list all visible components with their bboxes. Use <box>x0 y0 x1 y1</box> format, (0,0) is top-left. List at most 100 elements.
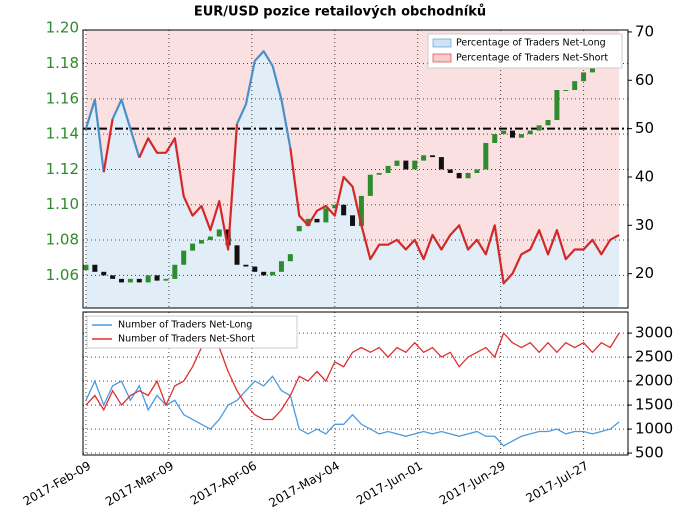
chart-title: EUR/USD pozice retailových obchodníků <box>194 5 486 20</box>
percentage-line <box>84 98 105 173</box>
candle <box>305 218 311 226</box>
y-tick-label: 1.06 <box>46 266 79 284</box>
legend-swatch <box>432 38 452 48</box>
candle <box>110 275 116 279</box>
candle <box>101 271 107 276</box>
count-line <box>85 375 620 447</box>
candle <box>92 264 98 272</box>
candle <box>287 254 293 262</box>
percentage-line <box>102 118 114 173</box>
y-tick-label: 1.08 <box>46 231 79 249</box>
y-tick-label: 1.12 <box>46 160 79 178</box>
y2-tick-label: 70 <box>635 22 654 40</box>
candle <box>376 172 382 175</box>
candle <box>581 72 587 82</box>
candle <box>554 90 560 121</box>
legend-label: Number of Traders Net-Short <box>118 334 255 345</box>
y2-tick-label: 40 <box>635 167 654 185</box>
top-panel <box>83 30 628 308</box>
percentage-line <box>236 50 292 149</box>
y-tick-label: 1500 <box>635 396 673 414</box>
plot-frame <box>82 311 629 456</box>
candle <box>563 90 569 92</box>
candle <box>438 157 444 170</box>
candle <box>270 271 276 276</box>
y2-tick-label: 60 <box>635 71 654 89</box>
legend-box <box>427 33 623 69</box>
legend-label: Percentage of Traders Net-Long <box>456 38 606 49</box>
candle <box>190 243 196 251</box>
y-tick-label: 2500 <box>635 348 673 366</box>
candle <box>119 278 125 283</box>
candle <box>412 160 418 170</box>
candle <box>341 204 347 216</box>
candle <box>518 134 524 138</box>
bottom-panel <box>83 312 628 455</box>
candle <box>447 169 453 173</box>
candle <box>536 125 542 131</box>
candle <box>163 278 169 281</box>
plot-frame <box>82 29 629 309</box>
candle <box>278 261 284 272</box>
candle <box>456 172 462 179</box>
y-tick-label: 1000 <box>635 420 673 438</box>
candle <box>465 172 471 179</box>
y-tick-label: 1.16 <box>46 89 79 107</box>
count-line <box>85 331 620 421</box>
net-short-area <box>85 30 620 284</box>
candle <box>127 278 133 283</box>
candle <box>154 275 160 281</box>
candle <box>421 155 427 161</box>
candle <box>509 130 515 138</box>
y2-tick-label: 20 <box>635 264 654 282</box>
candle <box>261 271 267 276</box>
candle <box>216 229 222 237</box>
y-tick-label: 500 <box>635 444 664 462</box>
legend-box <box>86 315 298 349</box>
candle <box>296 225 302 232</box>
candle <box>172 264 178 279</box>
candle <box>207 236 213 241</box>
y-tick-label: 1.20 <box>46 19 79 37</box>
y2-tick-label: 30 <box>635 216 654 234</box>
candle <box>430 155 436 158</box>
y-tick-label: 1.10 <box>46 195 79 213</box>
candle <box>403 160 409 170</box>
candle <box>492 134 498 143</box>
candle <box>234 245 240 265</box>
candle <box>545 120 551 126</box>
y-tick-label: 1.14 <box>46 125 79 143</box>
y-tick-label: 3000 <box>635 324 673 342</box>
y-tick-label: 1.18 <box>46 54 79 72</box>
candle <box>198 240 204 244</box>
legend-label: Percentage of Traders Net-Short <box>456 53 608 64</box>
candle <box>323 208 329 223</box>
candle <box>145 275 151 283</box>
percentage-line <box>111 98 141 158</box>
candle <box>483 142 489 170</box>
candle <box>181 250 187 265</box>
net-long-area <box>85 51 620 308</box>
candle <box>83 264 89 271</box>
candle <box>252 266 258 272</box>
candle <box>572 81 578 91</box>
y2-tick-label: 50 <box>635 119 654 137</box>
candle <box>367 174 373 196</box>
y-tick-label: 2000 <box>635 372 673 390</box>
legend-label: Number of Traders Net-Long <box>118 320 252 331</box>
candle <box>527 130 533 135</box>
candle <box>350 215 356 226</box>
candle <box>332 204 338 209</box>
candle <box>394 160 400 166</box>
candle <box>314 218 320 223</box>
percentage-line <box>289 147 620 285</box>
candle <box>501 130 507 135</box>
candle <box>358 195 364 226</box>
legend-swatch <box>432 53 452 63</box>
candle <box>385 165 391 173</box>
candle <box>243 264 249 267</box>
candle <box>474 169 480 173</box>
percentage-line <box>138 123 239 251</box>
candle <box>136 278 142 283</box>
